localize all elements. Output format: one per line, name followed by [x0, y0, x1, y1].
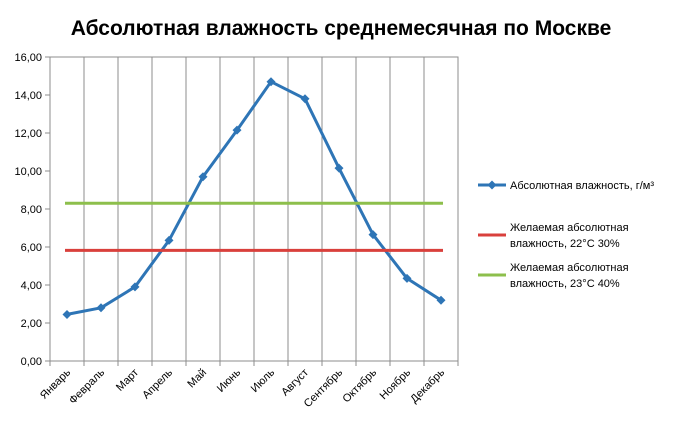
- x-tick-label: Декабрь: [408, 366, 447, 405]
- x-tick-label: Апрель: [140, 366, 175, 401]
- y-tick-label: 8,00: [21, 204, 42, 216]
- data-point-marker: [266, 77, 276, 87]
- y-tick-label: 10,00: [14, 166, 42, 178]
- grid-layer: [49, 56, 459, 362]
- y-tick-label: 0,00: [21, 356, 42, 368]
- y-tick-label: 4,00: [21, 280, 42, 292]
- x-tick-label: Февраль: [67, 366, 107, 406]
- legend-label: Желаемая абсолютная: [510, 222, 629, 234]
- series-layer: [62, 77, 446, 319]
- legend-marker: [487, 180, 497, 190]
- x-tick-label: Май: [185, 367, 209, 391]
- data-point-marker: [130, 282, 140, 292]
- data-point-marker: [368, 230, 378, 240]
- x-tick-label: Июнь: [215, 366, 243, 394]
- data-point-marker: [232, 125, 242, 135]
- x-tick-label: Март: [114, 367, 141, 394]
- x-tick-label: Август: [279, 367, 311, 399]
- data-point-marker: [198, 172, 208, 182]
- data-point-marker: [300, 94, 310, 104]
- legend-label: Желаемая абсолютная: [510, 262, 629, 274]
- y-tick-label: 16,00: [14, 52, 42, 64]
- series-group: [62, 77, 446, 319]
- data-point-marker: [62, 309, 72, 319]
- chart-title: Абсолютная влажность среднемесячная по М…: [71, 17, 612, 40]
- axis-layer: 0,00 2,00 4,00 6,00 8,00 10,00 12,00 14,00 16,00…: [14, 52, 459, 410]
- legend-label: влажность, 23°С 40%: [510, 278, 620, 290]
- legend-label: влажность, 22°С 30%: [510, 238, 620, 250]
- x-tick-label: Октябрь: [340, 366, 379, 405]
- legend: Абсолютная влажность, г/м³ Желаемая абсол…: [478, 180, 654, 290]
- data-point-marker: [96, 303, 106, 313]
- data-point-marker: [402, 273, 412, 283]
- x-tick-label: Июль: [249, 366, 278, 395]
- data-point-marker: [436, 295, 446, 305]
- data-point-marker: [164, 235, 174, 245]
- series-line: [66, 80, 442, 316]
- y-tick-label: 2,00: [21, 318, 42, 330]
- y-tick-label: 6,00: [21, 242, 42, 254]
- legend-label: Абсолютная влажность, г/м³: [510, 180, 654, 192]
- data-point-marker: [334, 163, 344, 173]
- y-tick-label: 12,00: [14, 128, 42, 140]
- y-tick-label: 14,00: [14, 90, 42, 102]
